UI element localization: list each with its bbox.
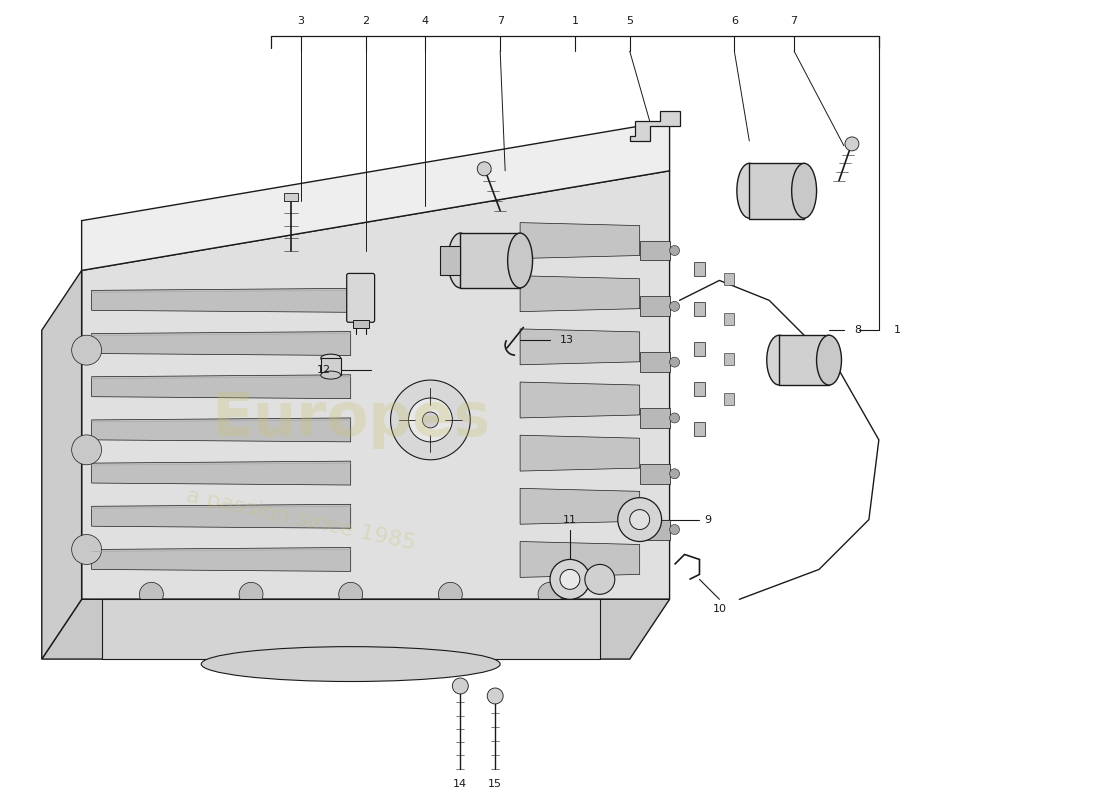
Bar xyxy=(725,393,735,405)
Polygon shape xyxy=(640,519,670,539)
Text: 13: 13 xyxy=(560,335,574,346)
Circle shape xyxy=(72,335,101,365)
Circle shape xyxy=(408,398,452,442)
Text: 5: 5 xyxy=(626,16,634,26)
Polygon shape xyxy=(91,461,351,485)
Bar xyxy=(749,163,804,218)
Text: 9: 9 xyxy=(704,514,712,525)
Bar xyxy=(693,262,705,277)
Text: 1: 1 xyxy=(571,16,579,26)
Circle shape xyxy=(629,510,650,530)
Bar xyxy=(693,382,705,396)
Polygon shape xyxy=(91,418,351,442)
Circle shape xyxy=(670,469,680,478)
Ellipse shape xyxy=(507,233,532,288)
Ellipse shape xyxy=(737,163,762,218)
Circle shape xyxy=(845,137,859,151)
Ellipse shape xyxy=(792,163,816,218)
Circle shape xyxy=(477,162,492,176)
Polygon shape xyxy=(81,121,670,270)
Bar xyxy=(693,422,705,436)
Bar xyxy=(440,246,460,275)
Polygon shape xyxy=(101,599,600,659)
Polygon shape xyxy=(91,288,351,312)
Text: 8: 8 xyxy=(854,326,861,335)
Polygon shape xyxy=(91,547,351,571)
Ellipse shape xyxy=(201,646,500,682)
Polygon shape xyxy=(520,488,640,524)
Ellipse shape xyxy=(767,335,792,385)
Polygon shape xyxy=(91,374,351,398)
Circle shape xyxy=(439,582,462,606)
Circle shape xyxy=(72,534,101,565)
Ellipse shape xyxy=(321,371,341,379)
Circle shape xyxy=(339,582,363,606)
Circle shape xyxy=(670,413,680,423)
Circle shape xyxy=(585,565,615,594)
Circle shape xyxy=(239,582,263,606)
Circle shape xyxy=(452,678,469,694)
Polygon shape xyxy=(91,331,351,355)
Polygon shape xyxy=(520,276,640,312)
Text: 14: 14 xyxy=(453,778,468,789)
Polygon shape xyxy=(42,270,81,659)
Text: 10: 10 xyxy=(713,604,726,614)
FancyBboxPatch shape xyxy=(346,274,375,322)
Bar xyxy=(779,335,829,385)
Bar xyxy=(321,358,341,375)
Text: 12: 12 xyxy=(317,365,331,375)
Polygon shape xyxy=(520,329,640,365)
Text: 3: 3 xyxy=(297,16,305,26)
Polygon shape xyxy=(520,435,640,471)
Circle shape xyxy=(390,380,471,460)
Circle shape xyxy=(140,582,163,606)
Text: 11: 11 xyxy=(563,514,576,525)
Circle shape xyxy=(422,412,439,428)
Polygon shape xyxy=(640,241,670,261)
Circle shape xyxy=(618,498,661,542)
Polygon shape xyxy=(629,111,680,141)
Polygon shape xyxy=(520,222,640,258)
Bar xyxy=(460,233,520,288)
Bar xyxy=(725,274,735,286)
Polygon shape xyxy=(640,464,670,484)
Text: 2: 2 xyxy=(362,16,370,26)
Polygon shape xyxy=(640,352,670,372)
Polygon shape xyxy=(91,504,351,528)
Circle shape xyxy=(670,357,680,367)
Text: 15: 15 xyxy=(488,778,503,789)
Bar xyxy=(693,302,705,316)
Ellipse shape xyxy=(816,335,842,385)
Circle shape xyxy=(538,582,562,606)
Bar xyxy=(693,342,705,356)
Circle shape xyxy=(670,302,680,311)
Text: 1: 1 xyxy=(894,326,901,335)
Ellipse shape xyxy=(321,354,341,362)
Text: 4: 4 xyxy=(422,16,429,26)
Polygon shape xyxy=(640,296,670,316)
Text: a passion since 1985: a passion since 1985 xyxy=(184,486,418,554)
Polygon shape xyxy=(42,599,670,659)
Polygon shape xyxy=(640,408,670,428)
Bar xyxy=(284,193,298,201)
Circle shape xyxy=(670,246,680,255)
Text: 7: 7 xyxy=(791,16,798,26)
Text: 6: 6 xyxy=(730,16,738,26)
Circle shape xyxy=(72,435,101,465)
Bar xyxy=(353,320,369,328)
Text: Europes: Europes xyxy=(211,390,491,450)
Polygon shape xyxy=(81,170,670,599)
Ellipse shape xyxy=(448,233,473,288)
Bar xyxy=(725,314,735,326)
Polygon shape xyxy=(520,382,640,418)
Circle shape xyxy=(487,688,503,704)
Polygon shape xyxy=(520,542,640,578)
Circle shape xyxy=(560,570,580,590)
Circle shape xyxy=(670,525,680,534)
Circle shape xyxy=(550,559,590,599)
Text: 7: 7 xyxy=(496,16,504,26)
Bar xyxy=(725,353,735,365)
